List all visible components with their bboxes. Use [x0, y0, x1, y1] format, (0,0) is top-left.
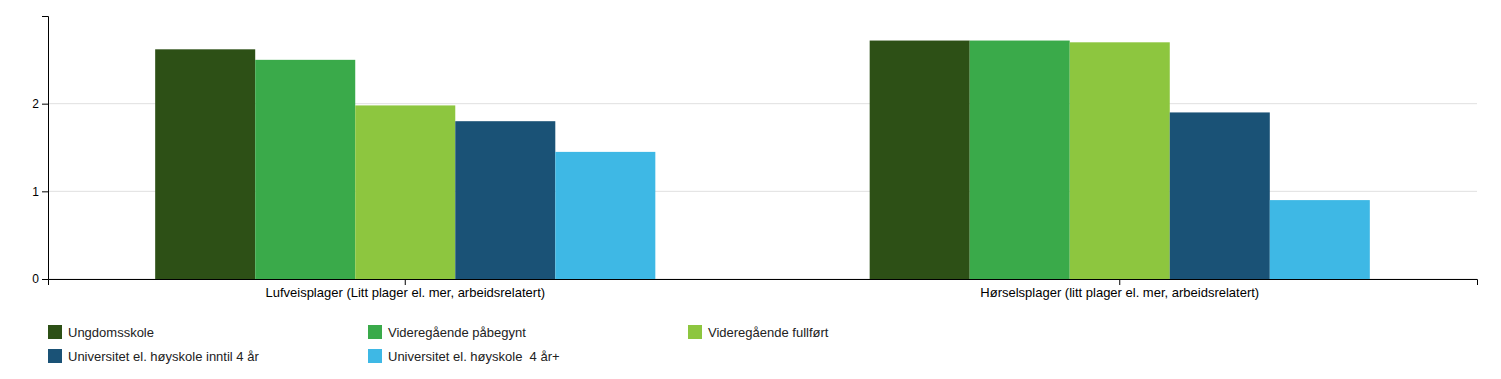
bar — [155, 49, 255, 279]
bar — [1170, 112, 1270, 279]
bar — [555, 152, 655, 279]
bar — [255, 60, 355, 279]
y-tick: 1 — [32, 185, 48, 199]
y-tick-label: 2 — [32, 97, 39, 111]
legend-label: Universitet el. høyskole inntil 4 år — [68, 349, 259, 364]
plot: 0 1 2 Lufveisplager (Litt plager el. mer, a… — [32, 17, 1477, 301]
legend-label: Videregående fullført — [708, 325, 829, 340]
bar — [970, 41, 1070, 279]
legend-item: Videregående påbegynt — [368, 325, 526, 340]
bar-series — [455, 112, 1270, 279]
x-axis-line — [49, 280, 1478, 286]
x-tick-label: Hørselsplager (litt plager el. mer, arbe… — [980, 285, 1259, 300]
y-tick-label: 0 — [32, 272, 39, 286]
x-axis: Lufveisplager (Litt plager el. mer, arbe… — [49, 279, 1478, 300]
bars — [155, 41, 1370, 279]
legend: Ungdomsskole Videregående påbegynt Videreg… — [48, 325, 829, 364]
legend-label: Universitet el. høyskole 4 år+ — [388, 349, 560, 364]
y-tick-mark — [42, 279, 48, 280]
bar — [455, 121, 555, 279]
legend-label: Ungdomsskole — [68, 325, 154, 340]
bar — [1270, 200, 1370, 279]
legend-label: Videregående påbegynt — [388, 325, 526, 340]
legend-swatch — [368, 349, 382, 363]
legend-item: Universitet el. høyskole inntil 4 år — [48, 349, 259, 364]
x-tick: Hørselsplager (litt plager el. mer, arbe… — [980, 279, 1259, 300]
legend-swatch — [688, 325, 702, 339]
bar — [870, 41, 970, 279]
x-tick-label: Lufveisplager (Litt plager el. mer, arbe… — [265, 285, 545, 300]
bar-series — [255, 41, 1070, 279]
y-axis: 0 1 2 — [32, 17, 48, 287]
legend-item: Universitet el. høyskole 4 år+ — [368, 349, 560, 364]
y-tick-mark — [42, 104, 48, 105]
legend-swatch — [48, 325, 62, 339]
bar-series — [555, 152, 1370, 279]
x-tick: Lufveisplager (Litt plager el. mer, arbe… — [265, 279, 545, 300]
x-tick-mark — [405, 279, 406, 285]
y-axis-line — [42, 17, 49, 280]
bar — [355, 105, 455, 279]
legend-item: Ungdomsskole — [48, 325, 154, 340]
y-tick-label: 1 — [32, 185, 39, 199]
y-tick-mark — [42, 191, 48, 192]
y-tick: 0 — [32, 272, 48, 286]
legend-item: Videregående fullført — [688, 325, 829, 340]
x-tick-mark — [1119, 279, 1120, 285]
bar-series — [155, 41, 970, 279]
legend-swatch — [368, 325, 382, 339]
bar — [1070, 42, 1170, 279]
bar-series — [355, 42, 1170, 279]
y-tick: 2 — [32, 97, 48, 111]
chart: 0 1 2 Lufveisplager (Litt plager el. mer, a… — [0, 0, 1501, 379]
legend-swatch — [48, 349, 62, 363]
